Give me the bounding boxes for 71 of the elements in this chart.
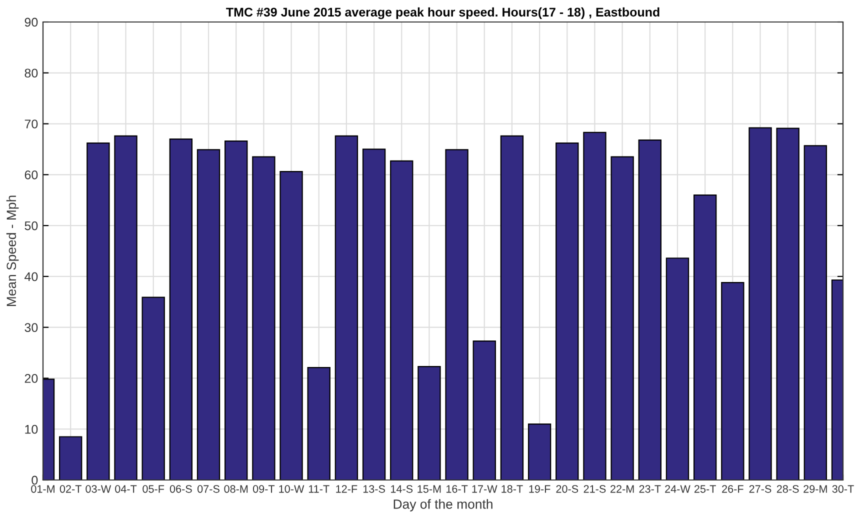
x-tick-label: 22-M	[610, 485, 634, 493]
x-tick-label: 21-S	[584, 485, 606, 493]
x-tick-label: 03-W	[86, 485, 112, 493]
bar	[390, 160, 414, 480]
x-tick-label: 18-T	[502, 485, 523, 493]
bar	[58, 436, 82, 480]
x-axis-title: Day of the month	[394, 499, 492, 512]
y-tick-label: 10	[25, 424, 38, 434]
bar	[693, 194, 717, 480]
bar	[169, 138, 193, 480]
bar	[721, 282, 744, 480]
x-tick-label: 01-M	[31, 485, 54, 493]
y-tick-label: 90	[24, 18, 38, 27]
x-tick-label: 13-S	[363, 485, 385, 493]
x-tick-label: 08-M	[224, 485, 248, 493]
x-tick-label: 12-F	[336, 485, 358, 493]
bar	[804, 145, 828, 480]
x-tick-label: 02-T	[60, 485, 82, 493]
x-tick-label: 15-M	[418, 485, 441, 493]
bar	[666, 258, 690, 480]
bar	[224, 140, 248, 480]
x-tick-label: 06-S	[170, 485, 192, 493]
y-tick-label: 0	[32, 476, 38, 485]
x-tick-label: 09-T	[252, 485, 275, 493]
x-tick-label: 07-S	[198, 485, 220, 493]
x-tick-label: 28-S	[776, 485, 799, 493]
x-tick-label: 14-S	[391, 485, 413, 493]
x-tick-label: 30-T	[832, 485, 854, 493]
y-tick-label: 60	[24, 170, 38, 180]
y-tick-label: 20	[24, 374, 38, 383]
x-tick-label: 17-W	[472, 485, 498, 493]
x-tick-label: 23-T	[639, 485, 661, 493]
bar	[556, 142, 579, 480]
x-tick-label: 04-T	[115, 485, 137, 493]
bar	[252, 156, 276, 480]
y-tick-label: 40	[24, 272, 38, 282]
x-tick-label: 16-T	[446, 485, 468, 493]
bar	[472, 340, 496, 480]
bar	[583, 132, 606, 480]
x-tick-label: 11-T	[308, 485, 330, 493]
bar	[500, 135, 524, 480]
y-tick-label: 80	[24, 68, 38, 78]
bar	[86, 142, 110, 480]
bar	[638, 140, 662, 480]
bar	[418, 366, 441, 480]
x-tick-label: 05-F	[142, 485, 164, 493]
y-tick-label: 50	[24, 221, 38, 230]
bar	[610, 156, 634, 480]
bar	[528, 423, 552, 480]
x-tick-label: 19-F	[529, 485, 550, 493]
bar	[280, 171, 303, 480]
bar	[445, 149, 468, 480]
bar	[748, 127, 772, 480]
chart-title: TMC #39 June 2015 average peak hour speed. Hours(17 - 18) , Eastbound	[226, 7, 660, 20]
bar	[776, 128, 800, 480]
bar	[307, 366, 330, 480]
bar	[142, 296, 165, 480]
y-axis-title: Mean Speed - Mph	[6, 196, 19, 306]
bar	[334, 135, 358, 480]
x-tick-label: 27-S	[749, 485, 772, 493]
x-tick-label: 24-W	[665, 485, 690, 493]
x-tick-label: 20-S	[556, 485, 578, 493]
bar	[362, 148, 386, 480]
x-tick-label: 25-T	[694, 485, 716, 493]
bar	[196, 149, 220, 480]
x-tick-label: 29-M	[804, 485, 827, 493]
x-tick-label: 26-F	[722, 485, 744, 493]
y-tick-label: 30	[24, 323, 38, 332]
y-tick-label: 70	[24, 120, 38, 128]
bar	[114, 135, 138, 480]
x-tick-label: 10-W	[279, 485, 304, 493]
